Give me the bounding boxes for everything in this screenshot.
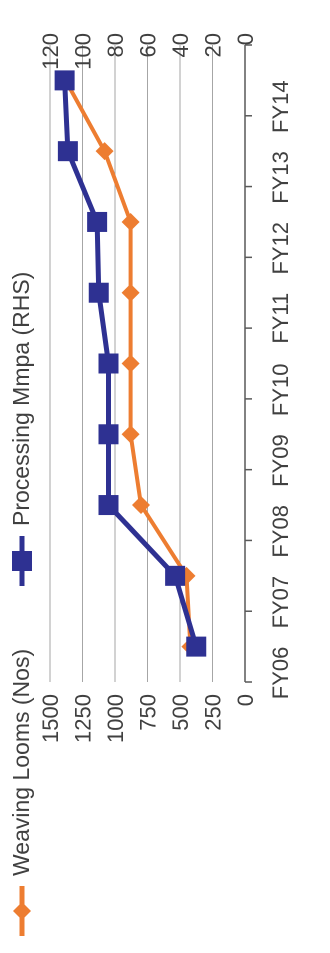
- left-axis-tick-label: 500: [168, 694, 193, 731]
- data-point-square: [88, 282, 109, 303]
- category-tick-label: FY10: [268, 364, 293, 417]
- data-point-diamond: [132, 496, 150, 515]
- right-axis-tick-label: 100: [71, 33, 96, 70]
- data-point-square: [98, 353, 119, 374]
- data-point-diamond: [95, 142, 114, 161]
- data-point-diamond: [121, 283, 140, 302]
- data-point-square: [165, 565, 186, 586]
- legend-marker-square: [12, 551, 32, 571]
- left-axis-tick-label: 750: [136, 694, 161, 731]
- gridlines: [49, 45, 213, 682]
- data-point-square: [54, 70, 75, 91]
- category-tick-label: FY07: [268, 576, 293, 629]
- data-point-square: [186, 636, 207, 657]
- category-tick-label: FY11: [268, 293, 293, 344]
- right-axis-tick-label: 40: [168, 33, 193, 57]
- data-point-diamond: [121, 354, 140, 373]
- left-axis-tick-label: 0: [233, 694, 258, 706]
- right-axis-tick-label: 60: [136, 33, 161, 57]
- data-point-square: [57, 141, 78, 162]
- legend-marker-diamond: [13, 902, 31, 920]
- category-tick-label: FY08: [268, 505, 293, 558]
- category-tick-label: FY09: [268, 434, 293, 487]
- legend: Weaving Looms (Nos) Processing Mmpa (RHS): [8, 272, 34, 936]
- data-point-square: [98, 495, 119, 516]
- data-point-diamond: [121, 212, 140, 231]
- left-axis-tick-label: 250: [201, 694, 226, 731]
- series-layer: [54, 70, 207, 657]
- legend-label-1: Processing Mmpa (RHS): [8, 272, 34, 526]
- category-tick-label: FY06: [268, 647, 293, 700]
- tick-labels: 0 250 500 750 1000 1250 1500 0 20 40 60 80 100 120 FY0…: [38, 33, 293, 743]
- category-tick-label: FY13: [268, 151, 293, 204]
- right-axis-tick-label: 120: [38, 33, 63, 70]
- axes: [244, 44, 252, 683]
- category-tick-label: FY14: [268, 80, 293, 133]
- data-point-diamond: [121, 425, 140, 444]
- category-tick-label: FY12: [268, 222, 293, 275]
- right-axis-tick-label: 20: [201, 33, 226, 57]
- data-point-square: [87, 211, 108, 232]
- right-axis-tick-label: 80: [103, 33, 128, 57]
- legend-label-0: Weaving Looms (Nos): [8, 649, 34, 876]
- data-point-square: [98, 424, 119, 445]
- left-axis-tick-label: 1250: [71, 694, 96, 743]
- left-axis-tick-label: 1500: [38, 694, 63, 743]
- right-axis-tick-label: 0: [233, 33, 258, 45]
- left-axis-tick-label: 1000: [103, 694, 128, 743]
